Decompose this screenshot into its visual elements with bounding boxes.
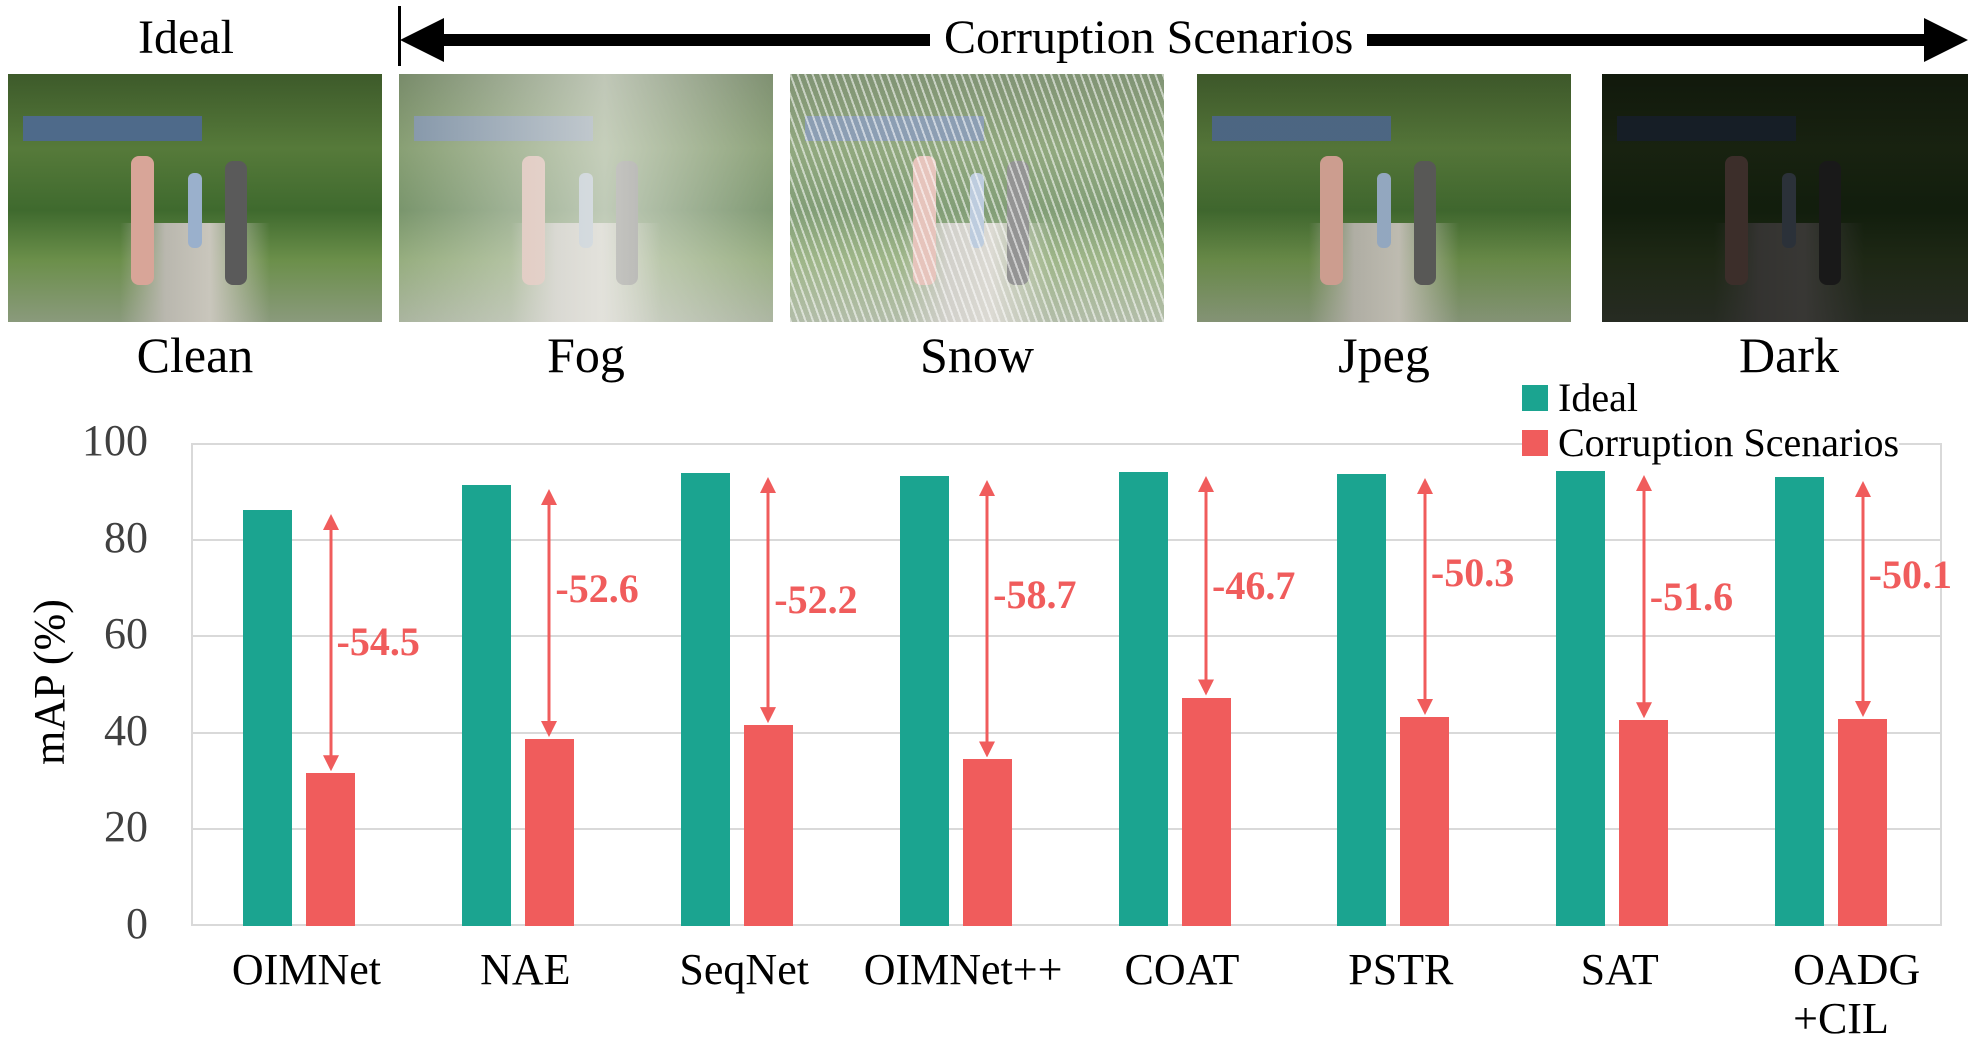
scene-image-fog	[399, 74, 773, 322]
image-caption-dark: Dark	[1739, 327, 1839, 383]
bar-corruption	[1838, 719, 1888, 926]
bar-ideal	[243, 509, 292, 926]
bar-ideal	[1337, 474, 1387, 926]
bar-corruption	[1619, 720, 1669, 926]
bar-ideal	[1118, 471, 1168, 926]
header-divider	[398, 6, 401, 66]
bar-corruption	[306, 772, 355, 926]
bar-corruption	[962, 759, 1012, 926]
plot-area	[191, 443, 1942, 926]
y-tick-label: 80	[104, 512, 148, 562]
drop-arrow-icon	[322, 513, 339, 771]
drop-value-label: -46.7	[1212, 562, 1296, 608]
drop-arrow-icon	[1635, 475, 1652, 719]
image-caption-snow: Snow	[920, 327, 1034, 383]
bar-corruption	[1400, 717, 1450, 926]
x-tick-label: OADG +CIL	[1793, 945, 1921, 1044]
legend-label: Corruption Scenarios	[1558, 420, 1900, 465]
drop-arrow-icon	[1854, 481, 1871, 718]
drop-arrow-icon	[541, 489, 558, 738]
x-tick-label: OIMNet++	[863, 945, 1063, 994]
x-tick-label: SAT	[1580, 945, 1659, 994]
drop-arrow-icon	[1416, 478, 1433, 716]
ideal-header: Ideal	[138, 11, 234, 64]
drop-value-label: -54.5	[336, 619, 420, 665]
gridline	[191, 828, 1942, 831]
y-axis-label: mAP (%)	[25, 599, 74, 765]
bar-ideal	[680, 472, 730, 926]
drop-value-label: -50.3	[1430, 549, 1515, 595]
drop-value-label: -50.1	[1868, 552, 1952, 598]
drop-arrow-icon	[760, 476, 777, 724]
y-tick-label: 40	[104, 705, 148, 755]
image-caption-fog: Fog	[547, 327, 625, 383]
x-tick-label: SeqNet	[679, 945, 809, 994]
drop-value-label: -52.6	[555, 566, 639, 612]
bar-ideal	[899, 475, 949, 926]
x-tick-label: OIMNet	[231, 945, 381, 994]
legend-swatch	[1522, 430, 1548, 456]
scene-image-snow	[790, 74, 1164, 322]
bar-ideal	[1556, 471, 1606, 926]
drop-arrow-icon	[979, 479, 996, 758]
bar-ideal	[1775, 477, 1825, 926]
gridline	[191, 731, 1942, 734]
scene-image-clean	[8, 74, 382, 322]
corruption-header: Corruption Scenarios	[930, 14, 1368, 62]
legend-swatch	[1522, 385, 1548, 411]
x-tick-label: NAE	[480, 945, 571, 994]
image-caption-clean: Clean	[136, 327, 254, 383]
bar-corruption	[524, 739, 574, 926]
bar-corruption	[1181, 697, 1231, 926]
gridline	[191, 635, 1942, 638]
y-tick-label: 60	[104, 609, 148, 659]
y-tick-label: 20	[104, 802, 148, 852]
scene-image-jpeg	[1197, 74, 1571, 322]
y-tick-label: 100	[82, 416, 148, 465]
legend-item: Ideal	[1522, 378, 1638, 418]
bar-ideal	[461, 485, 511, 926]
x-tick-label: COAT	[1124, 945, 1240, 994]
y-tick-label: 0	[126, 899, 148, 948]
x-tick-label: PSTR	[1348, 945, 1454, 994]
drop-value-label: -51.6	[1649, 573, 1734, 619]
gridline	[191, 538, 1942, 541]
legend-label: Ideal	[1558, 375, 1638, 420]
bar-corruption	[743, 725, 793, 926]
drop-value-label: -58.7	[993, 571, 1077, 617]
drop-arrow-icon	[1198, 475, 1214, 696]
legend-item: Corruption Scenarios	[1522, 420, 1900, 465]
image-caption-jpeg: Jpeg	[1338, 327, 1430, 383]
drop-value-label: -52.2	[774, 577, 858, 622]
scene-image-dark	[1602, 74, 1968, 322]
